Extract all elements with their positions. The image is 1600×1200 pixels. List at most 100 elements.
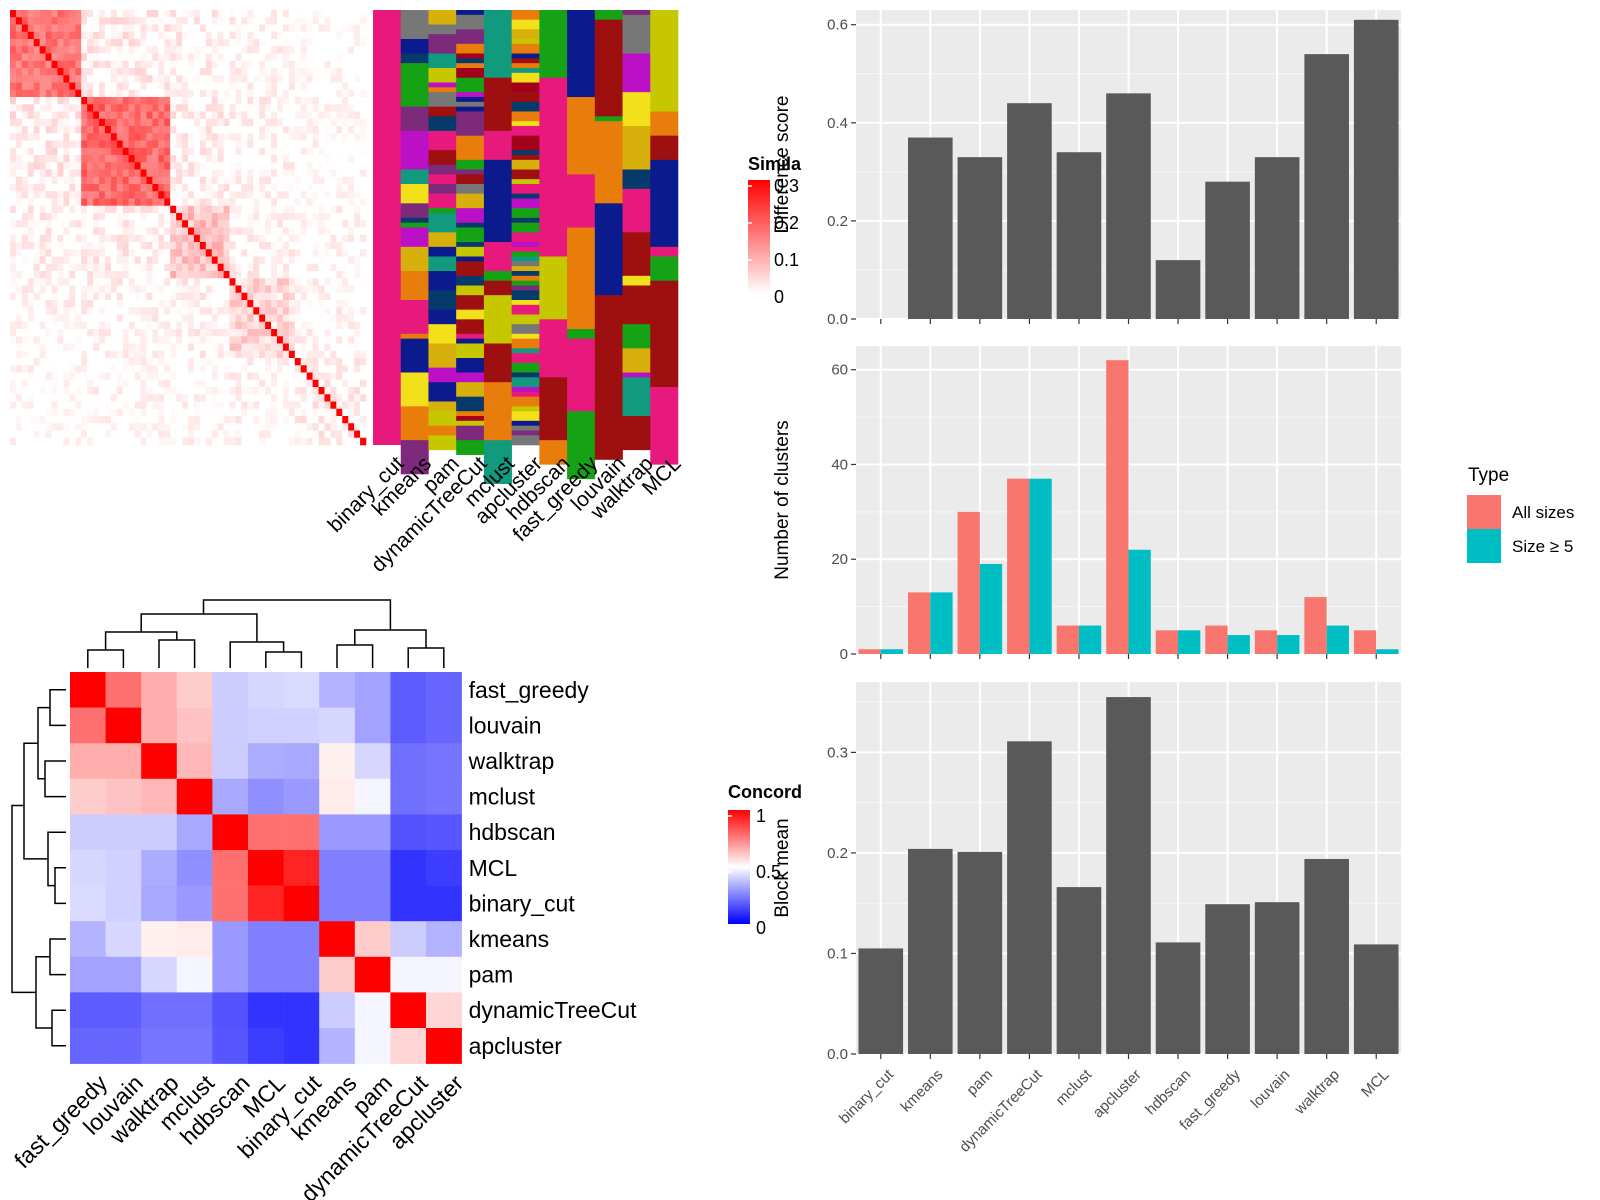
similarity-cell — [211, 350, 218, 359]
similarity-cell — [193, 350, 201, 359]
similarity-cell — [253, 53, 260, 62]
similarity-cell — [110, 17, 118, 25]
similarity-cell — [354, 401, 361, 410]
similarity-cell — [63, 379, 70, 388]
similarity-cell — [253, 118, 260, 127]
similarity-cell — [27, 147, 35, 156]
similarity-cell — [199, 387, 207, 395]
similarity-cell — [271, 408, 278, 417]
similarity-cell — [348, 336, 355, 344]
similarity-cell — [104, 60, 112, 69]
similarity-cell — [288, 423, 296, 431]
similarity-cell — [170, 17, 177, 25]
similarity-cell — [288, 314, 296, 323]
similarity-cell — [87, 343, 94, 352]
similarity-cell — [306, 292, 313, 301]
similarity-cell — [21, 155, 29, 163]
bar — [1056, 152, 1102, 319]
similarity-cell — [27, 75, 35, 83]
similarity-cell — [93, 155, 100, 163]
similarity-cell — [259, 263, 266, 272]
similarity-cell — [348, 227, 355, 236]
cluster-assignment-cell — [400, 72, 429, 107]
similarity-cell — [211, 387, 218, 395]
similarity-cell — [342, 379, 349, 388]
similarity-cell — [271, 242, 278, 250]
similarity-cell — [288, 53, 296, 62]
similarity-cell — [312, 198, 319, 207]
cluster-assignment-cell — [650, 10, 679, 112]
similarity-cell — [205, 118, 213, 127]
similarity-cell — [294, 213, 302, 221]
similarity-cell — [277, 213, 284, 221]
similarity-cell — [312, 46, 319, 54]
cluster-assignment-cell — [483, 343, 512, 383]
similarity-cell — [312, 220, 319, 228]
similarity-cell — [265, 256, 272, 265]
similarity-cell — [57, 234, 64, 243]
similarity-cell — [277, 300, 284, 308]
similarity-cell — [199, 256, 207, 265]
similarity-cell — [318, 408, 325, 417]
similarity-cell — [348, 394, 355, 402]
similarity-cell — [57, 242, 64, 250]
similarity-cell — [199, 343, 207, 352]
cluster-assignment-cell — [511, 261, 540, 267]
similarity-cell — [235, 394, 242, 402]
similarity-cell — [188, 133, 195, 141]
similarity-cell — [57, 249, 64, 257]
similarity-cell — [69, 82, 76, 91]
similarity-cell — [294, 176, 302, 185]
similarity-cell — [223, 17, 230, 25]
similarity-cell — [45, 169, 52, 178]
similarity-cell — [265, 89, 272, 98]
similarity-cell — [15, 10, 23, 18]
similarity-cell — [306, 176, 313, 185]
similarity-cell — [288, 437, 296, 446]
similarity-cell — [247, 408, 254, 417]
similarity-cell — [330, 430, 337, 439]
similarity-cell — [312, 307, 319, 315]
similarity-cell — [93, 394, 100, 402]
similarity-cell — [21, 416, 29, 424]
similarity-cell — [75, 329, 82, 337]
similarity-cell — [116, 307, 124, 315]
similarity-cell — [122, 111, 129, 120]
similarity-cell — [57, 205, 64, 214]
similarity-cell — [205, 307, 213, 315]
similarity-cell — [176, 234, 183, 243]
y-tick-label: 60 — [831, 362, 848, 379]
similarity-cell — [217, 147, 224, 156]
similarity-cell — [217, 249, 224, 257]
similarity-cell — [318, 387, 325, 395]
similarity-cell — [57, 314, 64, 323]
similarity-cell — [318, 430, 325, 439]
similarity-cell — [45, 292, 52, 301]
cluster-assignment-cell — [511, 92, 540, 103]
similarity-cell — [128, 126, 135, 134]
similarity-cell — [217, 307, 224, 315]
similarity-cell — [75, 300, 82, 308]
similarity-cell — [128, 176, 135, 185]
concordance-cell — [105, 814, 142, 851]
similarity-cell — [39, 408, 46, 417]
similarity-cell — [294, 278, 302, 286]
concordance-cell — [212, 778, 249, 815]
similarity-cell — [277, 423, 284, 431]
cluster-assignment-cell — [400, 338, 429, 373]
similarity-cell — [146, 198, 153, 207]
similarity-cell — [69, 372, 76, 381]
similarity-cell — [282, 379, 290, 388]
similarity-cell — [253, 31, 260, 40]
similarity-cell — [223, 60, 230, 69]
similarity-cell — [27, 321, 35, 330]
similarity-cell — [110, 89, 118, 98]
similarity-cell — [170, 358, 177, 366]
similarity-cell — [306, 198, 313, 207]
similarity-cell — [63, 118, 70, 127]
similarity-cell — [51, 53, 58, 62]
similarity-cell — [128, 307, 135, 315]
similarity-cell — [140, 155, 147, 163]
bar — [1106, 360, 1129, 654]
similarity-cell — [45, 147, 52, 156]
